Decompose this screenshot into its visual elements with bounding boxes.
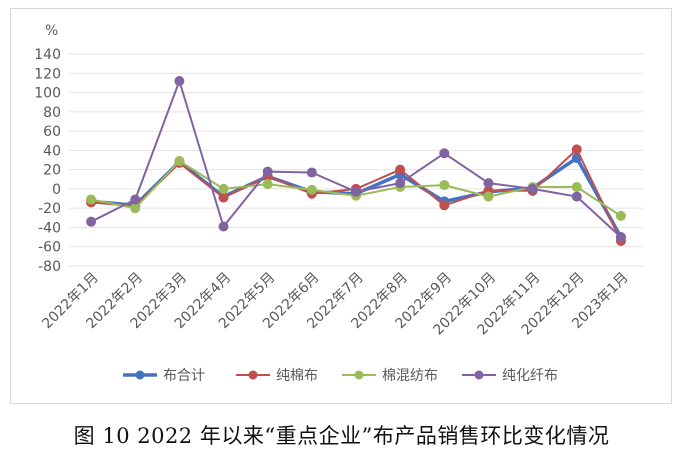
data-point bbox=[130, 203, 141, 214]
data-point bbox=[395, 178, 406, 189]
data-point bbox=[218, 192, 229, 203]
data-point bbox=[174, 155, 185, 166]
chart-area: -80 -60 -40 -20 0 20 40 60 80 100 120 140% 2022年1月 20… bbox=[10, 8, 672, 404]
data-point bbox=[615, 210, 626, 221]
y-tick-label: -60 bbox=[38, 240, 61, 256]
y-tick-label: 20 bbox=[43, 163, 61, 179]
data-point bbox=[174, 75, 185, 86]
legend-swatch-marker bbox=[135, 370, 145, 380]
y-tick-label: 0 bbox=[52, 182, 61, 198]
data-point bbox=[395, 164, 406, 175]
y-tick-label: -40 bbox=[38, 220, 61, 236]
data-point bbox=[306, 184, 317, 195]
y-tick-label: 80 bbox=[43, 105, 61, 121]
legend-label: 纯化纤布 bbox=[502, 368, 558, 384]
data-point bbox=[86, 194, 97, 205]
y-tick-label: 60 bbox=[43, 124, 61, 140]
legend-swatch-marker bbox=[248, 370, 258, 380]
legend-label: 纯棉布 bbox=[276, 367, 318, 384]
legend-label: 布合计 bbox=[163, 368, 205, 384]
legend-label: 棉混纺布 bbox=[382, 367, 438, 384]
data-point bbox=[615, 232, 626, 243]
data-point bbox=[262, 179, 273, 190]
series-line-4 bbox=[90, 80, 622, 239]
data-point bbox=[571, 181, 582, 192]
data-point bbox=[130, 194, 141, 205]
data-point bbox=[439, 200, 450, 211]
y-tick-label: 100 bbox=[34, 86, 61, 102]
data-point bbox=[483, 178, 494, 189]
legend-swatch-marker bbox=[474, 370, 484, 380]
data-point bbox=[439, 180, 450, 191]
data-point bbox=[483, 191, 494, 202]
data-point bbox=[218, 183, 229, 194]
data-point bbox=[527, 183, 538, 194]
line-chart: -80-60-40-20020406080100120140%2022年1月20… bbox=[34, 23, 643, 384]
data-point bbox=[306, 167, 317, 178]
y-unit-label: % bbox=[45, 23, 58, 39]
data-point bbox=[571, 191, 582, 202]
y-tick-label: 120 bbox=[34, 66, 61, 82]
y-tick-label: -80 bbox=[38, 259, 61, 275]
data-point bbox=[351, 186, 361, 197]
data-point bbox=[262, 166, 273, 177]
legend-swatch-marker bbox=[354, 370, 364, 380]
y-tick-label: -20 bbox=[38, 201, 61, 217]
y-tick-label: 140 bbox=[34, 47, 61, 63]
y-tick-label: 40 bbox=[43, 143, 61, 159]
data-point bbox=[571, 144, 582, 155]
figure-caption: 图 10 2022 年以来“重点企业”布产品销售环比变化情况 bbox=[73, 424, 610, 448]
data-point bbox=[86, 216, 97, 227]
data-point bbox=[439, 148, 450, 159]
data-point bbox=[218, 221, 229, 232]
